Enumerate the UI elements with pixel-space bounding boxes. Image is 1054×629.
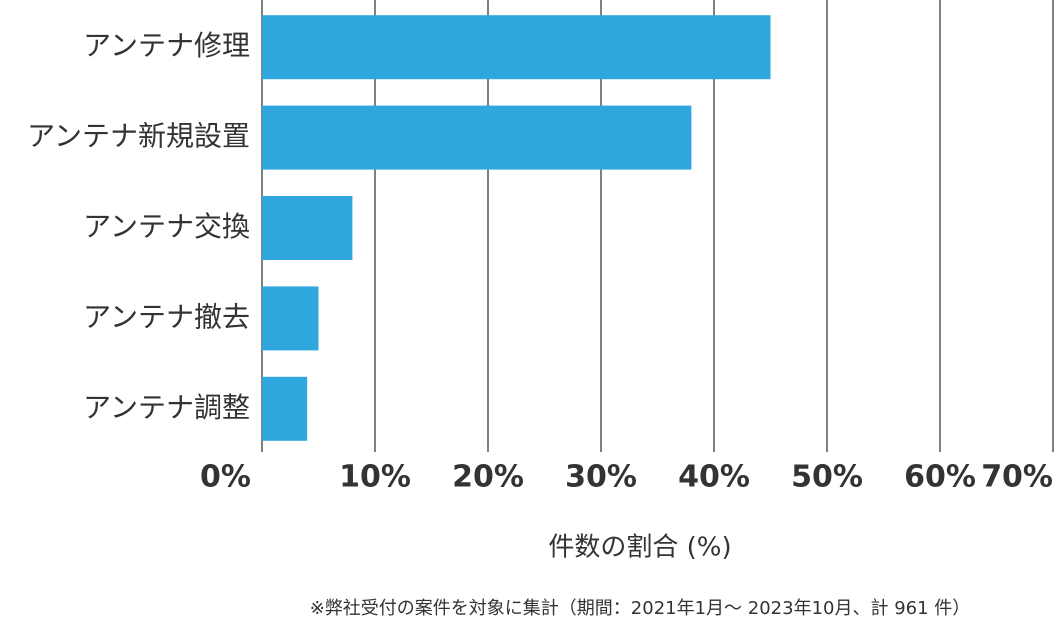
y-tick-label: アンテナ新規設置 [27, 120, 250, 153]
bar [262, 376, 308, 441]
bar [262, 15, 771, 80]
x-tick-label: 30% [565, 460, 637, 495]
x-tick-label: 0% [200, 460, 251, 495]
y-tick-label: アンテナ撤去 [83, 300, 250, 333]
x-tick-label: 20% [452, 460, 524, 495]
bar [262, 196, 353, 260]
x-tick-label: 10% [339, 460, 411, 495]
y-tick-label: アンテナ交換 [83, 210, 250, 243]
bar [262, 105, 692, 170]
y-tick-label: アンテナ調整 [83, 391, 250, 424]
x-tick-label: 60% [904, 460, 976, 495]
x-tick-label: 40% [678, 460, 750, 495]
x-tick-label: 50% [791, 460, 863, 495]
bar [262, 286, 319, 351]
footnote: ※弊社受付の案件を対象に集計（期間：2021年1月～ 2023年10月、計 96… [310, 598, 971, 619]
x-axis-title: 件数の割合 (%) [548, 533, 731, 563]
y-tick-label: アンテナ修理 [83, 29, 250, 62]
x-tick-label: 70% [981, 460, 1053, 495]
